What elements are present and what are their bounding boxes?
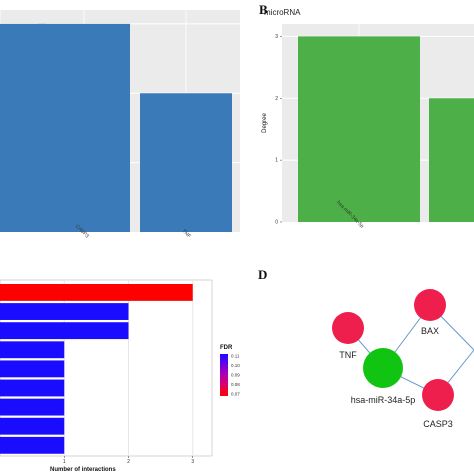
panel-a-bar [140,93,232,232]
panel-c-legend-title: FDR [220,345,233,351]
panel-c-legend-tick-label: 0.09 [231,373,240,378]
panel-d-node-label: BAX [421,326,439,336]
panel-d-node-tnf [332,312,364,344]
panel-c-legend-tick-label: 0.11 [231,354,240,359]
panel-a-x-tick-label: TNF [181,228,192,239]
panel-c-legend-tick-label: 0.10 [231,363,240,368]
panel-c-bar [0,322,129,340]
panel-b-y-tick-label: 1 [275,158,278,164]
panel-c-bar [0,360,65,378]
panel-c-x-axis-title: Number of interactions [50,467,116,473]
panel-letter-b: B [259,2,268,17]
panel-c-legend-tick-label: 0.08 [231,382,240,387]
panel-b-y-axis-title: Degree [262,113,268,133]
panel-c-interactions-bar-chart: 1 2 3 Number of interactions FDR 0.11 0.10 0.09… [0,279,240,473]
panel-c-x-tick-label: 3 [191,459,194,465]
panel-b-bar [429,98,474,222]
panel-c-bar [0,379,65,397]
panel-d-node-casp3 [422,379,454,411]
panel-letter-d: D [258,267,267,282]
panel-b-bar [298,36,420,222]
panel-a-bar [38,23,130,232]
panel-d-node-label: hsa-miR-34a-5p [351,395,416,405]
panel-d-network-diagram: TNF BAX CASP3 hsa-miR-34a-5p [332,289,474,429]
panel-c-x-tick-label: 1 [63,459,66,465]
panel-d-node-label: TNF [339,350,357,360]
panel-d-node-bax [414,289,446,321]
panel-d-node-mir [363,348,403,388]
panel-b-y-tick-label: 3 [275,34,278,40]
panel-c-bar [0,417,65,435]
panel-b-y-tick-label: 0 [275,220,278,226]
panel-c-bar [0,341,65,359]
panel-c-bar [0,284,193,301]
panel-b-subtitle: microRNA [264,8,301,17]
panel-c-x-tick-label: 2 [127,459,130,465]
panel-b-y-tick-label: 2 [275,96,278,102]
panel-a-degree-bar-chart: CASP3 TNF [0,10,240,240]
panel-c-bar [0,398,65,416]
panel-c-legend-colorbar [220,354,228,396]
panel-d-node-label: CASP3 [423,419,453,429]
panel-c-legend-tick-label: 0.07 [231,392,240,397]
panel-c-bar [0,436,65,454]
panel-c-bar [0,303,129,320]
